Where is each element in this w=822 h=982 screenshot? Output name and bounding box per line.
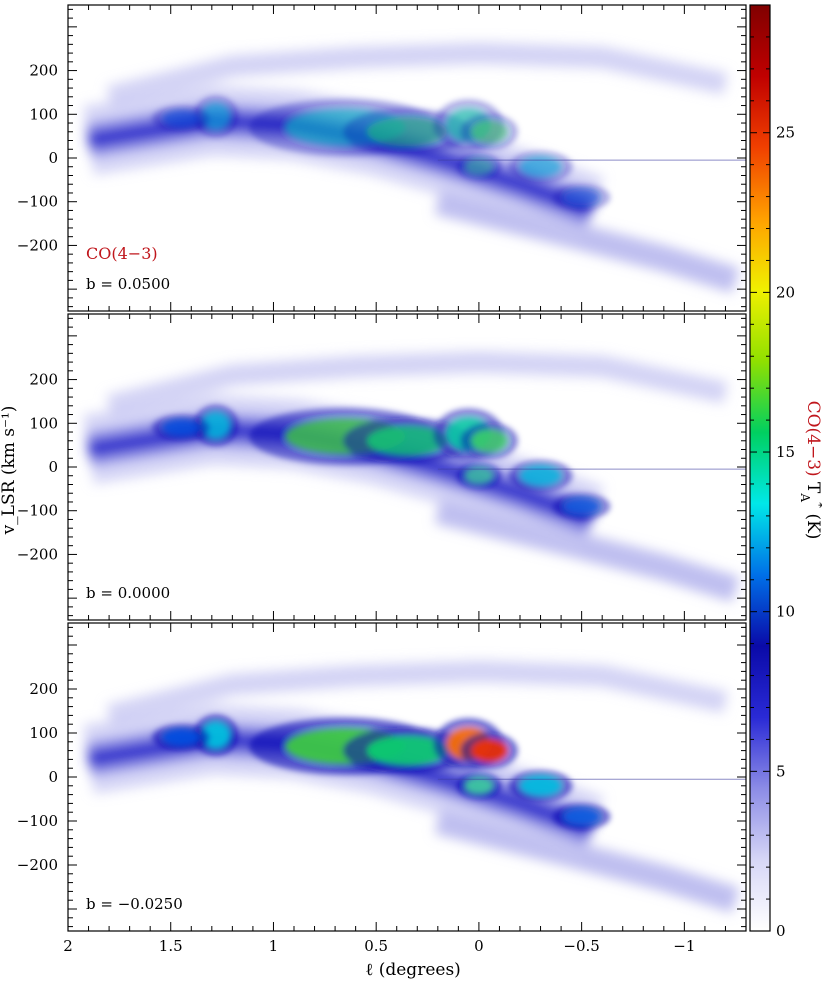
y-tick-label: −200 [17, 236, 58, 254]
y-tick-label: 200 [29, 62, 58, 80]
x-tick-label: −1 [673, 937, 695, 955]
colorbar-tick-label: 20 [776, 283, 795, 301]
x-tick-labels: 2 1.5 1 0.5 0 −0.5 −1 [63, 937, 695, 955]
colorbar-tick-label: 10 [776, 603, 795, 621]
y-tick-label: 100 [29, 724, 58, 742]
x-tick-label: 2 [63, 937, 73, 955]
y-tick-label: 200 [29, 680, 58, 698]
y-tick-label: 0 [48, 458, 58, 476]
emission-map [82, 660, 746, 913]
colorbar-tick-label: 25 [776, 124, 795, 142]
line-label: CO(4−3) [86, 244, 158, 263]
x-tick-label: 0.5 [364, 937, 388, 955]
y-tick-label: −100 [17, 812, 58, 830]
emission-map [82, 42, 746, 293]
x-tick-label: 0 [474, 937, 484, 955]
y-axis-title: v_LSR (km s⁻¹) [0, 406, 19, 536]
colorbar: 0 5 10 15 20 25 CO(4−3) TA* (K) [749, 4, 822, 940]
panel-b-label: b = −0.0250 [86, 895, 183, 913]
panel-b-label: b = 0.0500 [86, 275, 170, 293]
y-tick-label: 100 [29, 105, 58, 123]
x-tick-label: −0.5 [563, 937, 599, 955]
y-tick-label: −200 [17, 545, 58, 563]
panel-3: −200 −100 0 100 200 b = −0.0250 [17, 622, 747, 932]
emission-map [82, 351, 746, 602]
colorbar-tick-label: 5 [776, 762, 786, 780]
panel-2: −200 −100 0 100 200 b = 0.0000 [17, 313, 747, 621]
panel-1: −200 −100 0 100 200 b = 0.0500 CO(4−3) [17, 4, 747, 312]
y-tick-label: −100 [17, 193, 58, 211]
panel-b-label: b = 0.0000 [86, 584, 170, 602]
y-tick-label: −100 [17, 502, 58, 520]
y-tick-label: 0 [48, 149, 58, 167]
y-tick-label: 0 [48, 768, 58, 786]
x-axis-title: ℓ (degrees) [365, 960, 461, 980]
x-tick-label: 1 [269, 937, 279, 955]
x-tick-label: 1.5 [159, 937, 183, 955]
colorbar-title: CO(4−3) TA* (K) [798, 401, 822, 540]
colorbar-tick-label: 0 [776, 922, 786, 940]
y-tick-label: 200 [29, 371, 58, 389]
y-tick-label: 100 [29, 414, 58, 432]
y-tick-label: −200 [17, 856, 58, 874]
colorbar-ramp [749, 4, 771, 932]
colorbar-tick-label: 15 [776, 443, 795, 461]
